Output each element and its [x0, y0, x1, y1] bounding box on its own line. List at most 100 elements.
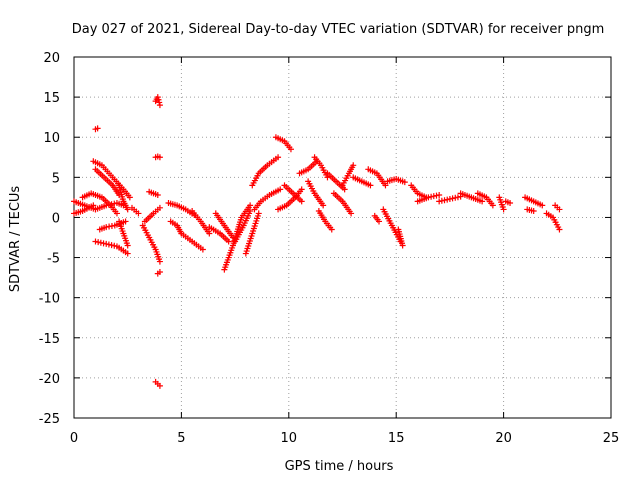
data-track	[189, 208, 213, 237]
data-point	[108, 201, 115, 208]
y-tick-label: -5	[47, 252, 60, 267]
chart-title: Day 027 of 2021, Sidereal Day-to-day VTE…	[72, 22, 605, 37]
data-point	[111, 242, 118, 249]
data-track	[79, 190, 120, 217]
data-point	[124, 206, 131, 213]
data-point	[430, 193, 437, 200]
data-point	[156, 102, 163, 109]
y-tick-label: -15	[39, 332, 60, 347]
data-point	[287, 146, 294, 153]
data-point	[328, 226, 335, 233]
data-point	[154, 94, 161, 101]
data-points	[71, 94, 563, 389]
data-track	[522, 194, 546, 209]
data-track	[139, 222, 163, 265]
data-track	[315, 208, 335, 233]
data-track	[116, 182, 131, 213]
data-point	[441, 197, 448, 204]
data-point	[105, 241, 112, 248]
y-axis-label: SDTVAR / TECUs	[8, 186, 23, 293]
data-track	[496, 194, 507, 213]
data-point	[298, 186, 305, 193]
data-point	[454, 194, 461, 201]
data-point	[105, 201, 112, 208]
x-tick-label: 20	[495, 431, 512, 446]
data-point	[103, 202, 110, 209]
data-track	[384, 175, 408, 186]
data-point	[438, 197, 445, 204]
data-point	[124, 242, 131, 249]
data-track	[154, 268, 163, 277]
data-track	[116, 218, 131, 249]
x-axis-label: GPS time / hours	[285, 459, 394, 474]
data-point	[382, 182, 389, 189]
data-track	[339, 162, 357, 189]
data-point	[113, 210, 120, 217]
data-track	[242, 210, 262, 257]
data-point	[199, 246, 206, 253]
data-point	[444, 196, 451, 203]
data-point	[255, 210, 262, 217]
data-point	[247, 202, 254, 209]
data-track	[350, 174, 374, 189]
data-point	[225, 238, 232, 245]
data-track	[330, 190, 355, 217]
data-point	[126, 194, 133, 201]
data-track	[249, 154, 282, 189]
y-tick-label: -25	[39, 412, 60, 427]
data-point	[103, 240, 110, 247]
x-tick-label: 0	[70, 431, 78, 446]
data-point	[108, 242, 115, 249]
x-tick-label: 25	[603, 431, 620, 446]
data-track	[414, 191, 443, 205]
x-tick-label: 10	[281, 431, 298, 446]
data-point	[156, 99, 163, 106]
data-track	[311, 154, 331, 181]
data-point	[97, 239, 104, 246]
data-point	[452, 194, 459, 201]
data-point	[247, 208, 254, 215]
data-track	[251, 186, 284, 213]
data-point	[376, 218, 383, 225]
data-point	[90, 202, 97, 209]
data-point	[156, 204, 163, 211]
data-track	[281, 182, 305, 205]
plot-frame	[73, 56, 612, 419]
data-point	[556, 226, 563, 233]
data-point	[154, 191, 161, 198]
data-track	[395, 226, 406, 249]
data-point	[348, 210, 355, 217]
y-tick-label: 20	[43, 51, 60, 66]
data-point	[156, 268, 163, 275]
grid-lines	[74, 57, 611, 418]
data-point	[95, 239, 102, 246]
data-point	[449, 195, 456, 202]
data-track	[206, 224, 232, 245]
data-track	[71, 202, 97, 217]
data-point	[436, 191, 443, 198]
data-point	[367, 182, 374, 189]
data-point	[122, 218, 129, 225]
data-point	[156, 382, 163, 389]
x-tick-label: 5	[177, 431, 185, 446]
data-point	[489, 202, 496, 209]
data-track	[141, 204, 163, 225]
data-track	[457, 190, 486, 205]
data-track	[178, 230, 206, 253]
data-track	[92, 125, 101, 133]
data-track	[305, 178, 327, 209]
data-track	[232, 208, 254, 245]
data-track	[212, 210, 236, 241]
y-tick-label: 10	[43, 131, 60, 146]
data-point	[320, 202, 327, 209]
data-point	[277, 186, 284, 193]
data-track	[324, 170, 348, 193]
data-track	[552, 202, 563, 213]
data-track	[543, 210, 563, 233]
y-tick-label: -20	[39, 372, 60, 387]
data-point	[401, 179, 408, 186]
data-track	[146, 188, 161, 198]
data-track	[365, 166, 389, 189]
data-point	[156, 258, 163, 265]
y-tick-label: -10	[39, 292, 60, 307]
